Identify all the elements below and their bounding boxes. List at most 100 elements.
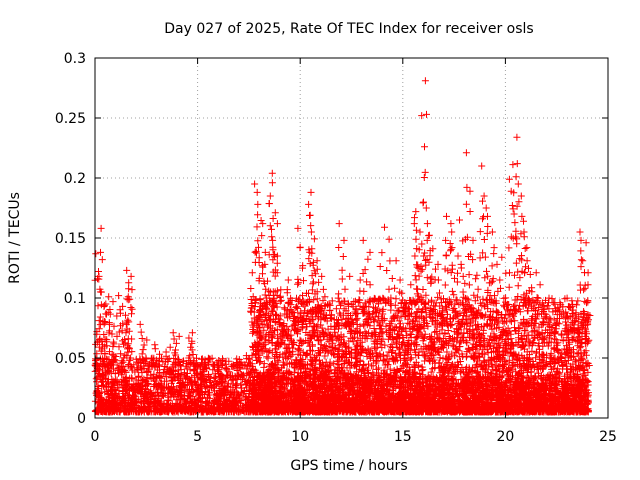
roti-point — [538, 296, 550, 366]
roti-point — [456, 216, 469, 376]
roti-point — [347, 298, 360, 370]
roti-point — [509, 133, 522, 379]
roti-point — [551, 320, 563, 378]
roti-point — [396, 289, 409, 381]
roti-point — [372, 296, 385, 365]
roti-point — [138, 336, 151, 386]
roti-point — [513, 180, 526, 351]
roti-point — [269, 220, 281, 372]
x-tick-label: 15 — [394, 429, 412, 445]
roti-point — [341, 272, 354, 382]
roti-point — [392, 276, 405, 361]
roti-point — [269, 236, 281, 353]
x-tick-label: 0 — [91, 429, 100, 445]
roti-point — [469, 256, 481, 359]
roti-noise-markers — [91, 294, 592, 416]
roti-point — [123, 286, 136, 353]
x-tick-label: 5 — [193, 429, 202, 445]
roti-point — [418, 77, 431, 282]
x-tick-labels: 0 5 10 15 20 25 — [91, 429, 617, 445]
roti-point — [172, 332, 184, 368]
roti-point — [407, 252, 419, 371]
roti-point — [511, 173, 524, 346]
roti-point — [428, 245, 439, 360]
roti-point — [476, 162, 488, 330]
roti-point — [417, 252, 429, 358]
roti-point — [388, 257, 400, 363]
roti-point — [103, 293, 116, 376]
roti-point — [310, 257, 321, 371]
roti-point — [318, 293, 330, 371]
roti-point — [117, 302, 129, 385]
roti-point — [575, 228, 585, 344]
roti-point — [261, 280, 273, 373]
y-axis-label: ROTI / TECUs — [7, 192, 23, 284]
roti-point — [410, 220, 423, 366]
roti-point — [325, 300, 338, 368]
y-tick-label: 0.15 — [55, 231, 86, 247]
roti-point — [288, 304, 301, 368]
roti-point — [382, 235, 395, 379]
roti-point — [124, 295, 136, 364]
roti-point — [523, 257, 536, 376]
roti-point — [546, 314, 559, 363]
roti-point — [519, 228, 530, 343]
y-tick-label: 0 — [77, 411, 86, 427]
roti-point — [253, 200, 263, 326]
roti-point — [376, 223, 388, 352]
roti-point — [433, 276, 447, 382]
y-tick-label: 0.05 — [55, 351, 86, 367]
roti-point — [505, 175, 518, 350]
x-tick-label: 25 — [599, 429, 617, 445]
roti-point — [159, 348, 172, 378]
y-tick-label: 0.25 — [55, 111, 86, 127]
tick-marks — [94, 57, 609, 419]
roti-point — [462, 187, 475, 352]
roti-point — [483, 212, 492, 349]
roti-point — [366, 281, 379, 353]
roti-point — [214, 364, 224, 381]
roti-point — [273, 269, 286, 374]
roti-point — [447, 228, 458, 378]
roti-point — [254, 220, 267, 359]
roti-point — [353, 314, 365, 366]
roti-point — [335, 220, 348, 361]
roti-point — [112, 312, 125, 372]
roti-point — [523, 244, 533, 373]
roti-point — [361, 248, 374, 383]
roti-point — [445, 220, 456, 342]
roti-point — [265, 169, 278, 315]
roti-point — [410, 208, 421, 348]
y-tick-labels: 0 0.05 0.1 0.15 0.2 0.25 0.3 — [55, 51, 86, 427]
roti-point — [423, 220, 436, 343]
roti-point — [567, 312, 578, 373]
roti-point — [413, 228, 424, 383]
roti-point — [464, 236, 477, 355]
roti-point — [453, 272, 467, 355]
roti-point — [510, 160, 522, 349]
roti-point — [331, 305, 343, 380]
roti-point — [242, 352, 254, 379]
roti-point — [109, 332, 122, 374]
roti-point — [185, 337, 198, 374]
roti-point — [415, 240, 428, 359]
roti-point — [532, 281, 544, 360]
roti-point — [232, 359, 245, 383]
x-tick-label: 10 — [291, 429, 309, 445]
roti-point — [581, 284, 594, 369]
roti-point — [259, 260, 271, 381]
y-tick-label: 0.1 — [64, 291, 86, 307]
roti-point — [518, 212, 529, 340]
roti-point — [115, 292, 127, 379]
roti-point — [448, 244, 460, 358]
roti-point — [297, 262, 308, 376]
roti-point — [308, 245, 321, 339]
roti-point — [337, 236, 350, 372]
roti-point — [419, 110, 431, 313]
roti-point — [283, 286, 296, 355]
data-points — [91, 77, 594, 416]
roti-point — [405, 296, 417, 379]
roti-point — [472, 271, 484, 369]
roti-point — [497, 253, 510, 355]
